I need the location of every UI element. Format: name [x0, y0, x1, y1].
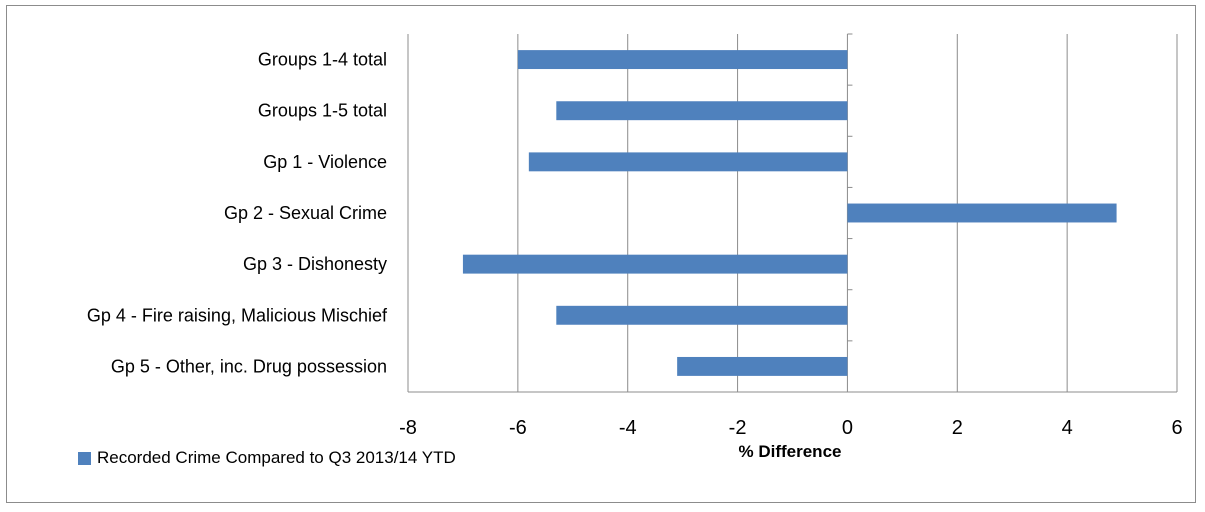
bar [462, 254, 848, 274]
category-label: Gp 4 - Fire raising, Malicious Mischief [87, 305, 388, 325]
legend-swatch [78, 451, 91, 465]
bar [556, 101, 848, 121]
x-axis-title: % Difference [739, 442, 842, 461]
legend-label: Recorded Crime Compared to Q3 2013/14 YT… [97, 448, 456, 467]
chart-frame [6, 5, 1196, 503]
x-tick-labels: -8 -6 -4 -2 0 2 4 6 [399, 417, 1182, 439]
bar [517, 50, 848, 70]
bar [528, 152, 848, 172]
category-label: Gp 5 - Other, inc. Drug possession [111, 356, 387, 376]
x-tick-label: 2 [952, 417, 963, 439]
axes [407, 33, 1177, 393]
x-tick-label: 4 [1062, 417, 1073, 439]
x-tick-label: -8 [399, 417, 417, 439]
bar [847, 203, 1117, 223]
category-label: Groups 1-4 total [258, 50, 387, 70]
bar [556, 305, 848, 325]
category-labels: Groups 1-4 total Groups 1-5 total Gp 1 - V… [87, 50, 388, 377]
x-tick-label: 6 [1171, 417, 1182, 439]
category-label: Gp 3 - Dishonesty [243, 254, 387, 274]
x-tick-label: 0 [842, 417, 853, 439]
bars [462, 50, 1117, 376]
bar [677, 356, 848, 376]
legend: Recorded Crime Compared to Q3 2013/14 YT… [78, 448, 456, 468]
x-tick-label: -2 [729, 417, 747, 439]
x-tick-label: -4 [619, 417, 637, 439]
category-label: Groups 1-5 total [258, 101, 387, 121]
x-tick-label: -6 [509, 417, 527, 439]
category-label: Gp 2 - Sexual Crime [224, 203, 387, 223]
category-label: Gp 1 - Violence [263, 152, 387, 172]
